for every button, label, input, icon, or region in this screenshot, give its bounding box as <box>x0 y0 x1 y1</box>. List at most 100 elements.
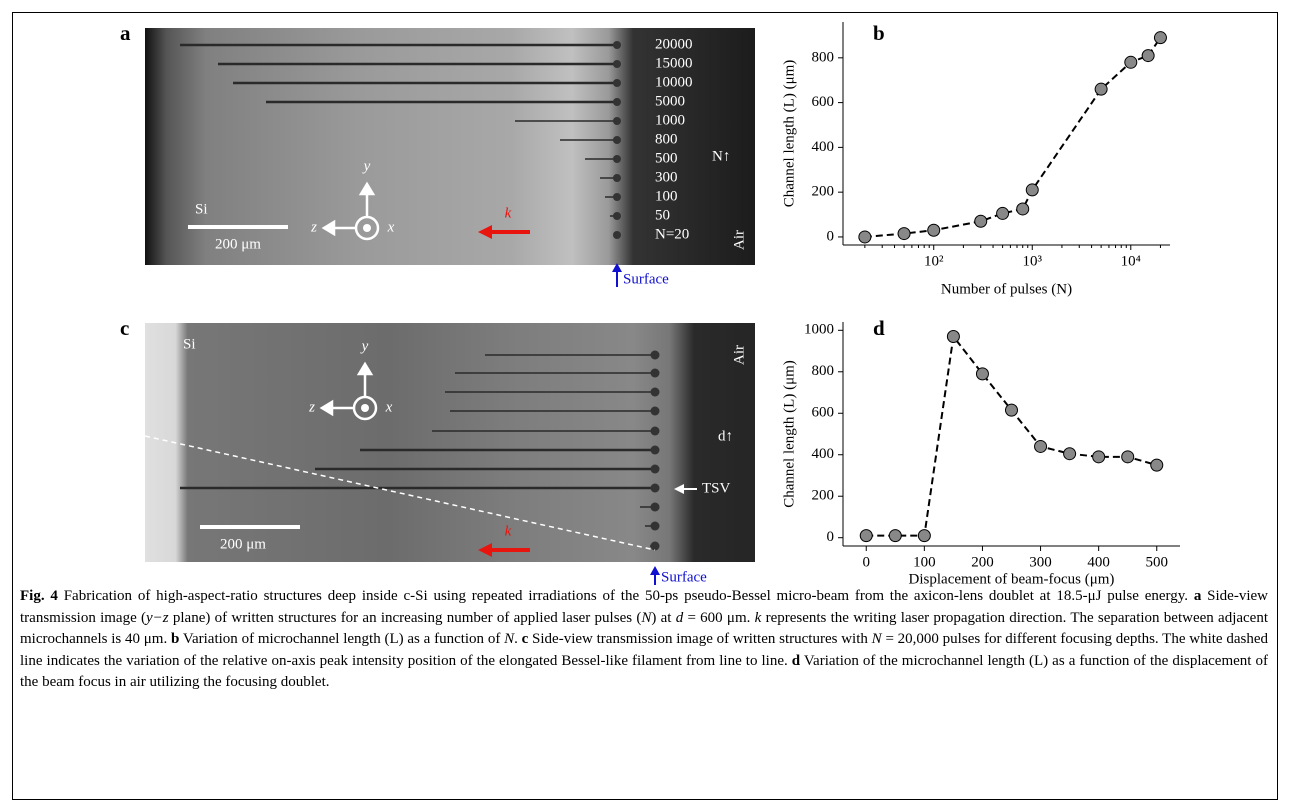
n-label: 5000 <box>655 93 685 109</box>
tsv-arrowhead <box>674 484 684 494</box>
si-label: Si <box>183 336 196 352</box>
surface-mark <box>613 98 621 106</box>
k-label: k <box>505 523 512 539</box>
channels: 20000 15000 10000 5000 1000 800 500 300 100 50 N=2… <box>180 36 693 242</box>
caption-text: b <box>170 631 180 648</box>
surface-mark <box>650 387 660 397</box>
surface-mark <box>613 155 621 163</box>
caption-text: d <box>675 609 684 626</box>
data-point <box>975 367 989 381</box>
x-tick-label: 10² <box>924 253 944 269</box>
scale-label: 200 μm <box>220 536 266 552</box>
surface-mark <box>613 231 621 239</box>
caption-text: Fabrication of high-aspect-ratio structu… <box>57 588 1194 604</box>
axis-z: z <box>310 219 317 235</box>
si-label: Si <box>195 201 208 217</box>
y-tick-label: 0 <box>827 529 835 545</box>
data-point <box>1005 403 1018 417</box>
y-tick-label: 800 <box>812 363 835 379</box>
axis-x: x <box>387 219 395 235</box>
surface-mark <box>613 79 621 87</box>
data-point <box>927 223 941 237</box>
data-point <box>858 230 872 244</box>
n-arrow: N↑ <box>712 148 730 164</box>
caption-text: represents the writing laser propagation… <box>20 609 1269 648</box>
surface-arrowhead <box>612 263 622 272</box>
n-label: 300 <box>655 169 678 185</box>
surface-mark <box>613 136 621 144</box>
caption-text: Fig. 4 <box>20 588 58 604</box>
data-point <box>1124 55 1138 69</box>
panel-letter: c <box>120 316 129 340</box>
surface-mark <box>613 117 621 125</box>
air-label: Air <box>731 345 747 365</box>
y-axis-label: Channel length (L) (μm) <box>781 60 797 208</box>
data-point <box>1092 450 1106 464</box>
x-axis-label: Displacement of beam-focus (μm) <box>909 571 1115 587</box>
caption-text: plane) of written structures for an incr… <box>168 609 642 626</box>
caption-text: a <box>1193 588 1202 604</box>
n-label: 20000 <box>655 36 693 52</box>
data-point <box>1141 49 1155 63</box>
y-tick-label: 200 <box>812 184 835 200</box>
data-point <box>1094 82 1108 96</box>
y-tick-label: 1000 <box>804 322 834 338</box>
axis-y: y <box>362 158 371 174</box>
data-point <box>1153 31 1167 45</box>
data-point <box>1025 183 1039 197</box>
surface-mark <box>650 483 660 493</box>
dashed-line <box>144 435 656 551</box>
d-arrow: d↑ <box>718 428 733 444</box>
scale-label: 200 μm <box>215 236 261 252</box>
y-tick-label: 400 <box>812 446 835 462</box>
axis-z: z <box>308 399 315 415</box>
x-tick-label: 10⁴ <box>1121 253 1141 269</box>
caption-text: N <box>641 609 652 626</box>
surface-mark <box>650 445 660 455</box>
x-tick-label: 500 <box>1146 554 1169 570</box>
axes-dot <box>363 224 371 232</box>
y-tick-label: 200 <box>812 488 835 504</box>
axes-icon <box>321 181 380 241</box>
k-label: k <box>505 205 512 221</box>
x-tick-label: 200 <box>971 554 994 570</box>
caption-text: Variation of microchannel length (L) as … <box>179 631 505 648</box>
data-point <box>888 529 902 543</box>
tsv-label: TSV <box>702 480 731 496</box>
caption: Fig. 4 Fabrication of high-aspect-ratio … <box>20 586 1268 694</box>
n-label: 500 <box>655 150 678 166</box>
caption-text: Side-view transmission image ( <box>20 588 1268 626</box>
x-axis-label: Number of pulses (N) <box>941 281 1072 297</box>
y-tick-label: 0 <box>827 228 835 244</box>
n-label: 50 <box>655 207 670 223</box>
surface-mark <box>650 406 660 416</box>
x-tick-label: 0 <box>862 554 870 570</box>
data-point <box>917 529 931 543</box>
air-label: Air <box>731 230 747 250</box>
panel-letter: a <box>120 21 131 45</box>
y-tick-label: 800 <box>812 49 835 65</box>
surface-mark <box>650 426 660 436</box>
surface-mark <box>650 368 660 378</box>
caption-text: N <box>504 631 515 648</box>
caption-text: . <box>514 631 522 648</box>
n-label: 100 <box>655 188 678 204</box>
k-arrowhead <box>478 225 492 239</box>
axes-icon <box>319 361 378 421</box>
data-point <box>859 529 873 543</box>
y-tick-label: 400 <box>812 139 835 155</box>
channels <box>180 350 660 551</box>
surface-mark <box>650 350 660 360</box>
data-point <box>897 227 911 241</box>
surface-mark <box>650 521 660 531</box>
data-point <box>974 214 988 228</box>
surface-mark <box>613 212 621 220</box>
surface-mark <box>613 193 621 201</box>
axis-x: x <box>385 399 393 415</box>
caption-text: = 600 μm. <box>683 609 755 626</box>
n-label: N=20 <box>655 226 689 242</box>
caption-text: Variation of the microchannel length (L)… <box>20 652 1268 691</box>
y-tick-label: 600 <box>812 405 835 421</box>
